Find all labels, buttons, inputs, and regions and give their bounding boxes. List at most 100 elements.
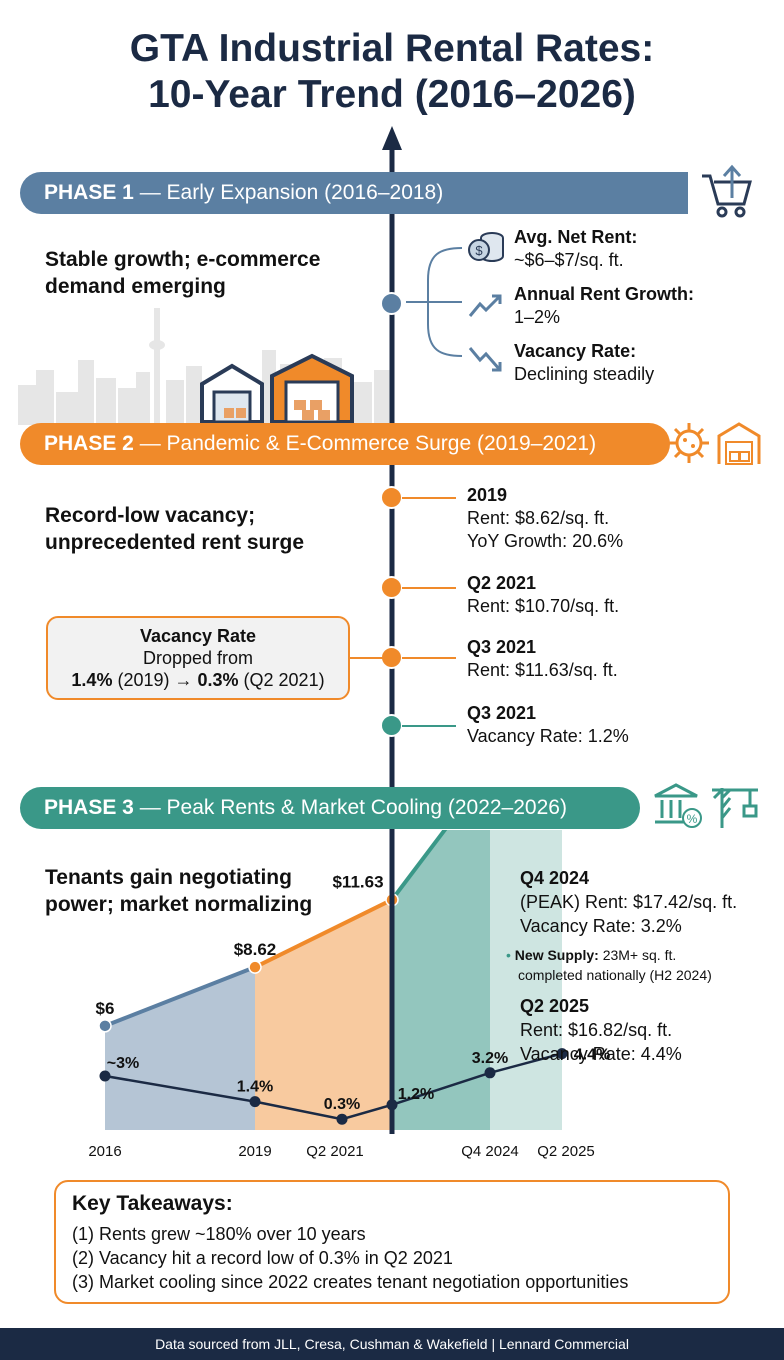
vacancy-point xyxy=(249,1096,261,1108)
phase-2-title: — Pandemic & E-Commerce Surge (2019–2021… xyxy=(133,432,597,455)
warehouse-boxes-icon xyxy=(717,422,761,465)
phase-2-subtitle-line-2: unprecedented rent surge xyxy=(45,531,305,554)
bank-percent-icon: % xyxy=(654,783,702,828)
phase-1-banner: PHASE 1 — Early Expansion (2016–2018) xyxy=(20,172,688,214)
rent-vacancy-chart: $6$8.62$11.63$17.42$16.82~3%1.4%0.3%1.2%… xyxy=(88,830,610,1160)
new-supply-label: New Supply: xyxy=(514,947,599,963)
vacancy-point xyxy=(99,1070,111,1082)
phase-1-bracket xyxy=(406,247,463,357)
vacancy-label: 1.2% xyxy=(398,1086,434,1103)
rent-line-phase-3 xyxy=(390,830,448,901)
new-supply-line-2: completed nationally (H2 2024) xyxy=(518,967,712,983)
phase-1-growth-heading: Annual Rent Growth: xyxy=(514,284,694,304)
phase-2-subtitle-line-1: Record-low vacancy; xyxy=(45,504,256,527)
phase-1-vacancy-heading: Vacancy Rate: xyxy=(514,341,637,361)
phase-2-event: Q3 2021 Vacancy Rate: 1.2% xyxy=(467,702,629,748)
vacancy-label: ~3% xyxy=(107,1055,139,1072)
q4-2024-heading: Q4 2024 xyxy=(520,868,590,888)
phase-2-event-connector xyxy=(402,657,456,659)
takeaway-item-1: (1) Rents grew ~180% over 10 years xyxy=(72,1224,366,1244)
phase-2-event-line: Rent: $8.62/sq. ft. xyxy=(467,508,610,528)
phase-1-growth-value: 1–2% xyxy=(514,307,561,327)
phase-1-rent-value: ~$6–$7/sq. ft. xyxy=(514,250,624,270)
rent-point xyxy=(248,960,262,974)
vacancy-to: 0.3% xyxy=(197,670,239,690)
x-tick-label: Q2 2021 xyxy=(306,1143,364,1160)
phase-1-timeline-dot xyxy=(380,292,403,315)
takeaway-item-3: (3) Market cooling since 2022 creates te… xyxy=(72,1272,629,1292)
vacancy-label: 4.4% xyxy=(574,1047,610,1064)
q2-2025-line-1: Rent: $16.82/sq. ft. xyxy=(520,1020,673,1040)
phase-2-event-line: Vacancy Rate: 1.2% xyxy=(467,726,629,746)
vacancy-point xyxy=(336,1113,348,1125)
vacancy-point xyxy=(556,1048,568,1060)
svg-text:%: % xyxy=(687,812,698,826)
phase-2-event-heading: Q3 2021 xyxy=(467,703,537,723)
phase-2-area xyxy=(255,899,392,1130)
vacancy-label: 3.2% xyxy=(472,1050,508,1067)
phase-1-label: PHASE 1 xyxy=(44,181,134,204)
virus-icon xyxy=(669,423,709,463)
vacancy-line xyxy=(104,1052,563,1121)
phase-1-area xyxy=(105,967,255,1130)
phase-1-rent: Avg. Net Rent: ~$6–$7/sq. ft. xyxy=(514,226,637,272)
phase-3-subtitle-line-1: Tenants gain negotiating xyxy=(45,866,292,889)
phase-3-area-late xyxy=(490,830,562,1130)
phase-1-subtitle-line-2: demand emerging xyxy=(45,275,226,298)
vacancy-from-label: (2019) → xyxy=(112,670,198,690)
trend-down-icon xyxy=(468,347,502,372)
phase-1-vacancy-value: Declining steadily xyxy=(514,364,655,384)
trend-up-icon xyxy=(468,294,502,317)
phase-1-growth: Annual Rent Growth: 1–2% xyxy=(514,283,694,329)
x-tick-label: Q4 2024 xyxy=(461,1143,519,1160)
page-title: GTA Industrial Rental Rates: 10-Year Tre… xyxy=(0,26,784,118)
vacancy-callout-heading: Vacancy Rate xyxy=(139,626,257,646)
phase-2-event-dot xyxy=(380,576,403,599)
q2-2025-note: Q2 2025 Rent: $16.82/sq. ft. Vacancy Rat… xyxy=(520,994,682,1066)
phase-2-label: PHASE 2 xyxy=(44,432,134,455)
phase-2-event-connector xyxy=(402,587,456,589)
rent-point xyxy=(98,1019,112,1033)
vacancy-callout: Vacancy Rate Dropped from 1.4% (2019) → … xyxy=(46,616,350,700)
vacancy-to-label: (Q2 2021) xyxy=(238,670,325,690)
vacancy-label: 0.3% xyxy=(324,1096,360,1113)
phase-2-event-dot xyxy=(380,714,403,737)
crane-icon xyxy=(712,788,758,828)
vacancy-point xyxy=(484,1067,496,1079)
phase-2-event-heading: 2019 xyxy=(467,485,508,505)
phase-2-event-heading: Q3 2021 xyxy=(467,637,537,657)
vacancy-callout-line-1: Dropped from xyxy=(142,648,254,668)
title-line-2: 10-Year Trend (2016–2026) xyxy=(148,73,636,116)
q4-2024-line-1: (PEAK) Rent: $17.42/sq. ft. xyxy=(520,892,738,912)
new-supply-line-1: 23M+ sq. ft. xyxy=(598,947,677,963)
rent-label: $8.62 xyxy=(234,940,277,959)
key-takeaways: Key Takeaways: (1) Rents grew ~180% over… xyxy=(54,1180,730,1304)
phase-2-event: Q2 2021 Rent: $10.70/sq. ft. xyxy=(467,572,619,618)
x-tick-label: Q2 2025 xyxy=(537,1143,595,1160)
rent-line-phase-2 xyxy=(254,897,393,969)
phase-2-event-line: Rent: $11.63/sq. ft. xyxy=(467,660,618,680)
phase-3-area xyxy=(392,830,490,1130)
vacancy-callout-connector xyxy=(350,657,384,659)
rent-line-phase-1 xyxy=(104,965,256,1028)
vacancy-label: 1.4% xyxy=(237,1079,273,1096)
q2-2025-heading: Q2 2025 xyxy=(520,996,590,1016)
coins-icon: $ xyxy=(468,232,504,262)
phase-2-event: Q3 2021 Rent: $11.63/sq. ft. xyxy=(467,636,618,682)
phase-3-subtitle-line-2: power; market normalizing xyxy=(45,893,313,916)
phase-3-label: PHASE 3 xyxy=(44,796,134,819)
phase-1-title: — Early Expansion (2016–2018) xyxy=(133,181,444,204)
q2-2025-line-2: Vacancy Rate: 4.4% xyxy=(520,1044,682,1064)
phase-1-vacancy: Vacancy Rate: Declining steadily xyxy=(514,340,654,386)
phase-2-subtitle: Record-low vacancy; unprecedented rent s… xyxy=(45,502,304,556)
phase-2-banner: PHASE 2 — Pandemic & E-Commerce Surge (2… xyxy=(20,423,670,465)
svg-text:$: $ xyxy=(475,243,483,258)
phase-1-subtitle-line-1: Stable growth; e-commerce xyxy=(45,248,321,271)
takeaways-heading: Key Takeaways: xyxy=(72,1192,233,1215)
vacancy-callout-line-2: 1.4% (2019) → 0.3% (Q2 2021) xyxy=(48,669,348,691)
x-tick-label: 2019 xyxy=(238,1143,271,1160)
warehouse-icon xyxy=(200,353,354,424)
rent-label: $6 xyxy=(96,999,115,1018)
x-tick-label: 2016 xyxy=(88,1143,121,1160)
phase-2-event-heading: Q2 2021 xyxy=(467,573,537,593)
